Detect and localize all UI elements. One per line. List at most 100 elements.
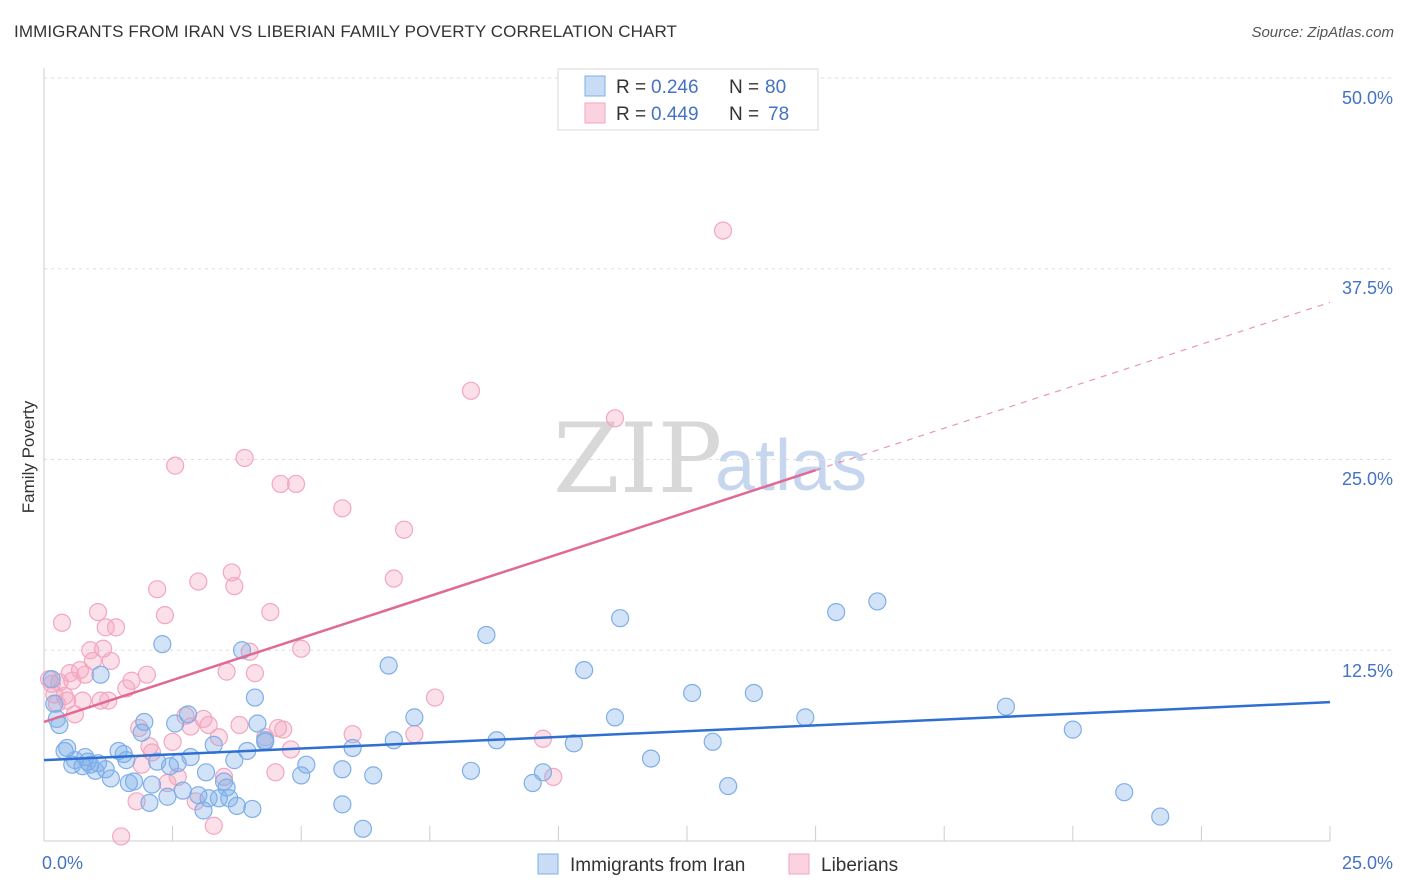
data-point <box>88 602 108 622</box>
legend-n-label-iran: N = <box>729 77 759 98</box>
data-point <box>286 474 306 494</box>
watermark-zip: ZIP <box>553 403 722 515</box>
data-point <box>353 819 373 838</box>
data-point <box>122 671 141 690</box>
data-point <box>384 731 403 750</box>
data-point <box>248 714 267 733</box>
data-point <box>101 769 120 788</box>
data-point <box>1151 807 1170 826</box>
data-point <box>155 606 174 625</box>
x-tick-label-max: 25.0% <box>1342 853 1393 873</box>
watermark: ZIP atlas <box>553 403 867 515</box>
data-point <box>292 766 311 785</box>
series-legend: Immigrants from Iran Liberians <box>537 853 898 876</box>
data-point <box>204 816 223 835</box>
data-point <box>109 741 128 761</box>
data-point <box>379 656 398 675</box>
data-point <box>461 761 481 780</box>
data-point <box>683 683 702 703</box>
x-tick-marks <box>43 826 1331 841</box>
trend-line-liberians-extrapolated <box>815 301 1331 471</box>
data-point <box>533 763 553 782</box>
data-point <box>266 763 285 782</box>
data-point <box>199 715 218 735</box>
y-axis-title: Family Poverty <box>19 400 38 513</box>
data-point <box>232 641 252 660</box>
data-point <box>333 760 352 779</box>
legend-n-value-liberians: 78 <box>768 104 789 125</box>
data-point <box>868 592 887 611</box>
y-tick-label-50: 50.0% <box>1342 88 1393 108</box>
data-point <box>76 665 95 684</box>
data-point <box>132 723 151 742</box>
data-point <box>178 705 198 724</box>
gridlines <box>44 77 1392 651</box>
data-point <box>42 674 61 693</box>
data-point <box>744 683 763 703</box>
data-point <box>199 789 218 808</box>
legend-swatch-liberians <box>584 102 606 124</box>
data-point <box>827 602 846 622</box>
data-point <box>142 775 162 794</box>
data-point <box>719 776 738 796</box>
data-point <box>117 751 136 770</box>
legend-n-label-liberians: N = <box>729 104 759 125</box>
data-point <box>405 725 424 744</box>
data-point <box>135 712 154 732</box>
data-point <box>256 732 275 751</box>
data-point <box>96 760 115 779</box>
source-label: Source: ZipAtlas.com <box>1251 24 1394 41</box>
data-point <box>52 613 72 632</box>
correlation-legend: R = 0.246 N = 80 R = 0.449 N = 78 <box>557 68 819 131</box>
data-point <box>394 520 414 539</box>
watermark-atlas: atlas <box>715 426 867 506</box>
trend-line-iran <box>43 700 1331 762</box>
trend-line-liberians <box>43 468 816 724</box>
data-point <box>425 688 445 707</box>
series-liberians <box>40 221 733 846</box>
data-point <box>796 708 815 727</box>
data-point <box>166 714 185 733</box>
data-point <box>641 749 661 768</box>
data-point <box>173 781 192 800</box>
data-point <box>996 697 1016 716</box>
data-point <box>261 602 280 622</box>
y-tick-label-37.5: 37.5% <box>1342 278 1393 298</box>
data-point <box>1063 720 1082 739</box>
data-point <box>364 766 383 785</box>
data-point <box>42 670 61 689</box>
data-point <box>153 635 172 654</box>
data-point <box>96 618 115 637</box>
data-point <box>220 789 239 808</box>
y-tick-labels: 12.5% 25.0% 37.5% 50.0% <box>1342 88 1393 681</box>
data-point <box>45 694 64 713</box>
data-point <box>148 580 167 599</box>
legend-r-value-iran: 0.246 <box>651 77 699 98</box>
data-point <box>140 793 159 812</box>
data-point <box>204 735 223 754</box>
data-point <box>91 665 110 684</box>
data-point <box>137 665 156 684</box>
bottom-legend-swatch-liberians <box>788 853 810 875</box>
data-point <box>611 609 630 628</box>
data-point <box>274 720 293 739</box>
bottom-legend-swatch-iran <box>537 853 559 875</box>
legend-r-label-liberians: R = <box>616 104 646 125</box>
data-point <box>405 708 424 727</box>
legend-n-value-iran: 80 <box>765 77 786 98</box>
data-point <box>461 381 481 400</box>
data-point <box>163 732 182 751</box>
data-point <box>333 499 352 518</box>
trend-lines <box>43 301 1331 762</box>
data-point <box>575 660 594 680</box>
data-point <box>227 796 246 816</box>
data-point <box>605 708 625 727</box>
data-point <box>142 743 162 762</box>
data-point <box>158 787 177 806</box>
legend-r-value-liberians: 0.449 <box>651 104 699 125</box>
data-point <box>477 625 496 645</box>
data-point <box>713 221 733 240</box>
y-tick-label-25: 25.0% <box>1342 469 1393 489</box>
x-tick-label-min: 0.0% <box>42 853 83 873</box>
